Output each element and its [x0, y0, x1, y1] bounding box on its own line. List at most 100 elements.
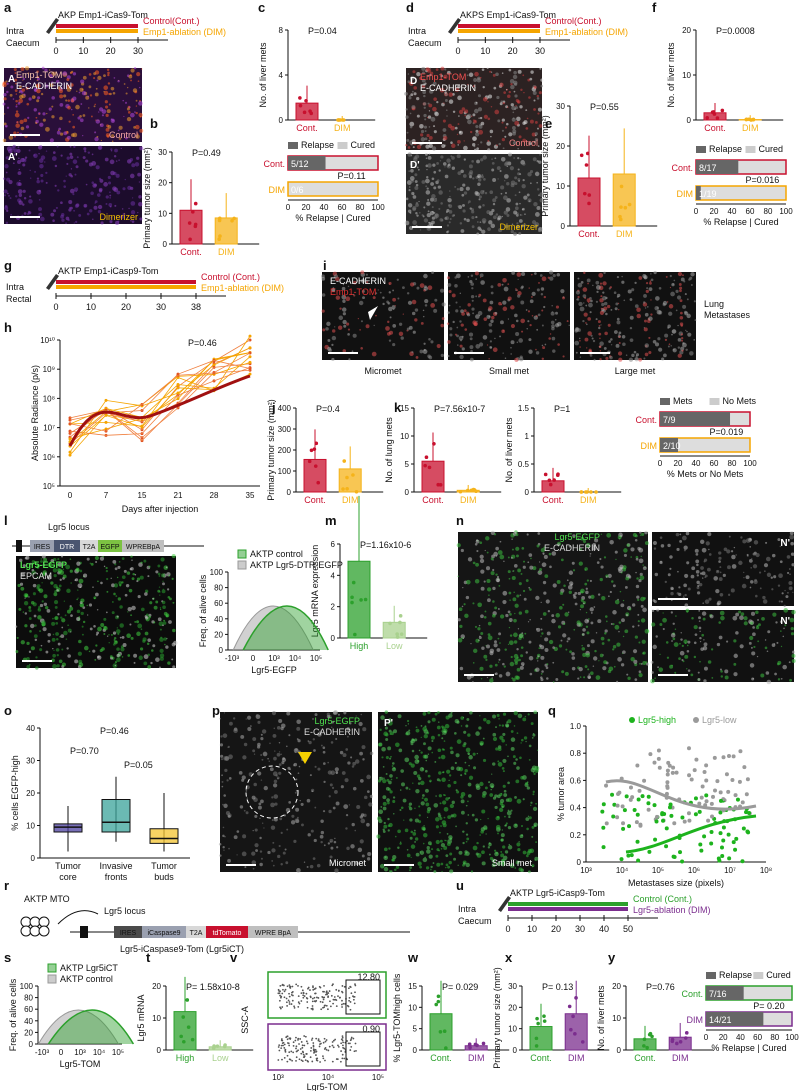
- tissue-speck: [457, 140, 461, 144]
- x-tick-label: 0: [68, 491, 73, 500]
- tissue-speck: [605, 296, 608, 300]
- tissue-speck: [452, 320, 455, 324]
- tissue-speck: [711, 677, 714, 679]
- tissue-speck: [584, 582, 588, 586]
- tissue-speck: [646, 629, 649, 632]
- tissue-speck: [498, 658, 501, 661]
- tissue-speck: [483, 114, 488, 119]
- tissue-speck: [35, 116, 38, 119]
- cassette-segment: [142, 926, 186, 938]
- tissue-speck: [630, 547, 635, 552]
- tissue-speck: [491, 315, 495, 320]
- tissue-speck: [424, 137, 428, 141]
- tissue-speck: [541, 309, 544, 312]
- tissue-speck: [482, 204, 485, 207]
- data-point: [579, 490, 584, 494]
- tissue-speck: [563, 622, 566, 625]
- tissue-speck: [504, 824, 506, 827]
- tissue-speck: [232, 717, 236, 720]
- tissue-speck: [101, 114, 105, 117]
- tissue-speck: [619, 590, 622, 593]
- tissue-speck: [497, 550, 503, 555]
- tissue-speck: [40, 558, 43, 560]
- tissue-speck: [447, 340, 451, 344]
- tissue-speck: [686, 561, 690, 565]
- tissue-speck: [4, 206, 9, 211]
- tissue-speck: [328, 795, 331, 798]
- tissue-speck: [509, 661, 515, 667]
- tissue-speck: [62, 71, 68, 76]
- tissue-speck: [427, 285, 433, 291]
- tissue-speck: [428, 221, 430, 224]
- tissue-speck: [45, 150, 48, 152]
- tissue-speck: [159, 628, 162, 631]
- tissue-speck: [531, 825, 535, 829]
- tissue-speck: [585, 542, 591, 548]
- tissue-speck: [295, 778, 298, 781]
- tissue-speck: [436, 162, 439, 165]
- tissue-speck: [472, 85, 475, 88]
- tissue-speck: [415, 212, 418, 215]
- data-point: [309, 111, 314, 116]
- legend-label: AKTP Lgr5iCT: [60, 963, 118, 973]
- tissue-speck: [366, 822, 370, 827]
- event-dot: [288, 992, 290, 995]
- locus-label: Lgr5 locus: [104, 906, 146, 916]
- tissue-speck: [707, 532, 712, 537]
- tissue-speck: [291, 814, 295, 818]
- tissue-speck: [638, 558, 644, 564]
- tissue-speck: [327, 842, 331, 845]
- y-tick-label: 2: [331, 603, 336, 612]
- data-point: [738, 749, 743, 754]
- tissue-speck: [492, 600, 495, 603]
- event-dot: [335, 1005, 338, 1008]
- tissue-speck: [468, 755, 473, 760]
- tissue-speck: [271, 848, 276, 853]
- dim-bar: [56, 285, 196, 289]
- tissue-speck: [583, 302, 585, 304]
- tissue-speck: [433, 170, 437, 174]
- tissue-speck: [24, 612, 28, 615]
- tissue-speck: [112, 631, 117, 635]
- tissue-speck: [540, 678, 544, 682]
- tissue-speck: [468, 753, 470, 756]
- tissue-speck: [431, 717, 436, 722]
- tissue-speck: [132, 572, 135, 576]
- tissue-speck: [555, 305, 560, 309]
- tissue-speck: [598, 324, 601, 327]
- tissue-speck: [406, 848, 409, 851]
- series-line: [69, 352, 251, 440]
- tissue-speck: [456, 766, 461, 771]
- tissue-speck: [395, 776, 398, 779]
- tissue-speck: [422, 794, 425, 797]
- tissue-speck: [570, 583, 573, 586]
- tissue-speck: [479, 742, 484, 746]
- tissue-speck: [123, 115, 125, 118]
- tissue-speck: [423, 348, 426, 352]
- tissue-speck: [103, 74, 106, 78]
- tissue-speck: [118, 581, 123, 585]
- tissue-speck: [421, 180, 426, 184]
- tissue-speck: [478, 195, 482, 199]
- tissue-speck: [590, 299, 593, 303]
- tissue-speck: [3, 189, 8, 194]
- scale-bar: [384, 864, 414, 866]
- tissue-speck: [428, 143, 433, 148]
- tissue-speck: [442, 800, 447, 805]
- tissue-speck: [105, 127, 110, 132]
- tissue-speck: [100, 221, 104, 225]
- tissue-speck: [117, 632, 120, 636]
- tissue-speck: [540, 78, 544, 82]
- x-tick-label: 20: [674, 459, 683, 468]
- tissue-speck: [76, 156, 79, 159]
- y-tick-label: 30: [508, 982, 517, 991]
- tissue-speck: [497, 608, 500, 610]
- data-point: [648, 752, 653, 757]
- y-tick-label: 60: [24, 1005, 33, 1014]
- data-point: [601, 845, 606, 850]
- tissue-speck: [389, 790, 393, 794]
- bar-cont: [529, 1026, 553, 1051]
- tissue-speck: [508, 577, 511, 580]
- tissue-speck: [119, 623, 124, 628]
- tissue-speck: [568, 611, 570, 613]
